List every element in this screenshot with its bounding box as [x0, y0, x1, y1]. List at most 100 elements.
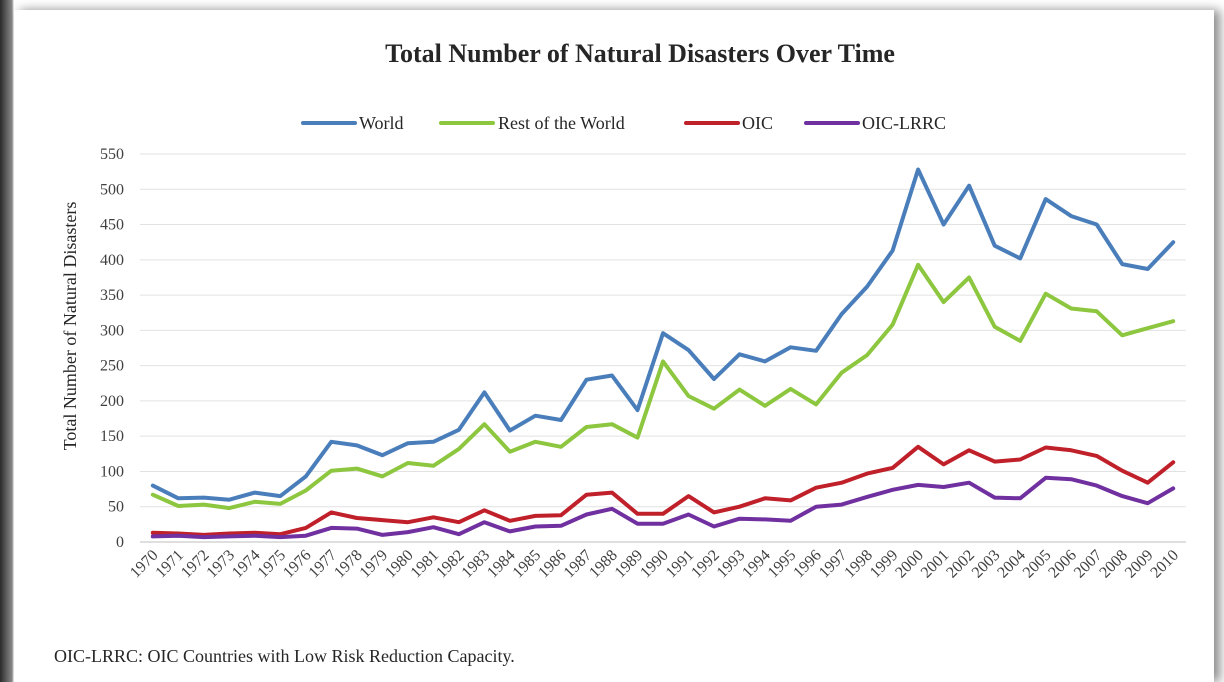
data-point-oic: [1095, 454, 1099, 458]
data-point-world: [176, 496, 180, 500]
data-point-oic: [253, 531, 257, 535]
data-point-oic-lrrc: [431, 525, 435, 529]
data-point-world: [227, 498, 231, 502]
y-tick-label: 200: [100, 393, 124, 410]
data-point-oic: [304, 526, 308, 530]
data-point-oic: [1069, 448, 1073, 452]
data-point-world: [1171, 240, 1175, 244]
data-point-rest-of-the-world: [304, 489, 308, 493]
data-point-rest-of-the-world: [891, 323, 895, 327]
data-point-oic-lrrc: [942, 485, 946, 489]
data-point-world: [380, 453, 384, 457]
y-axis-label: Total Number of Natural Disasters: [60, 202, 80, 451]
data-point-oic-lrrc: [840, 503, 844, 507]
y-axis-ticks: 0 50 100 150 200 250 300 350 400 450 500 550: [100, 146, 124, 551]
y-tick-label: 0: [116, 534, 124, 551]
data-point-world: [891, 249, 895, 253]
data-point-oic: [789, 498, 793, 502]
data-point-oic: [738, 505, 742, 509]
data-point-oic: [584, 493, 588, 497]
data-point-world: [559, 418, 563, 422]
data-point-oic: [712, 510, 716, 514]
data-point-oic: [763, 496, 767, 500]
data-point-oic: [635, 512, 639, 516]
data-point-oic: [329, 510, 333, 514]
data-point-world: [533, 414, 537, 418]
data-point-oic-lrrc: [635, 522, 639, 526]
data-point-world: [584, 378, 588, 382]
data-point-oic: [227, 532, 231, 536]
data-point-oic-lrrc: [584, 512, 588, 516]
data-point-rest-of-the-world: [712, 407, 716, 411]
data-point-oic-lrrc: [1146, 501, 1150, 505]
data-point-oic: [993, 460, 997, 464]
data-point-world: [993, 244, 997, 248]
data-point-oic-lrrc: [1171, 486, 1175, 490]
data-point-oic: [1044, 445, 1048, 449]
y-tick-label: 500: [100, 181, 124, 198]
data-point-rest-of-the-world: [610, 422, 614, 426]
data-point-oic-lrrc: [1069, 477, 1073, 481]
y-tick-label: 350: [100, 287, 124, 304]
data-point-oic-lrrc: [993, 496, 997, 500]
data-point-oic-lrrc: [176, 534, 180, 538]
data-point-rest-of-the-world: [1095, 309, 1099, 313]
data-point-rest-of-the-world: [1146, 326, 1150, 330]
data-point-oic: [942, 462, 946, 466]
legend: World Rest of the World OIC OIC-LRRC: [301, 113, 946, 133]
data-point-world: [151, 484, 155, 488]
legend-label-oic: OIC: [742, 113, 773, 133]
data-point-rest-of-the-world: [151, 493, 155, 497]
data-point-oic: [1171, 460, 1175, 464]
data-point-world: [431, 440, 435, 444]
data-point-oic: [355, 516, 359, 520]
chart-title: Total Number of Natural Disasters Over T…: [385, 39, 895, 68]
data-point-rest-of-the-world: [661, 359, 665, 363]
data-point-world: [329, 440, 333, 444]
data-point-rest-of-the-world: [1069, 306, 1073, 310]
data-point-oic: [661, 512, 665, 516]
data-point-world: [304, 474, 308, 478]
data-point-oic-lrrc: [253, 534, 257, 538]
data-point-world: [1044, 197, 1048, 201]
x-axis-ticks: 1970197119721973197419751976197719781979…: [127, 547, 1182, 582]
data-point-rest-of-the-world: [355, 467, 359, 471]
data-point-world: [1120, 262, 1124, 266]
data-point-oic-lrrc: [355, 527, 359, 531]
data-point-oic: [891, 466, 895, 470]
data-point-world: [789, 345, 793, 349]
data-point-oic: [380, 518, 384, 522]
data-point-rest-of-the-world: [559, 445, 563, 449]
data-point-oic-lrrc: [814, 505, 818, 509]
data-point-rest-of-the-world: [380, 474, 384, 478]
data-point-world: [967, 184, 971, 188]
data-point-world: [457, 428, 461, 432]
data-point-rest-of-the-world: [967, 275, 971, 279]
data-point-oic-lrrc: [865, 495, 869, 499]
data-point-world: [1146, 267, 1150, 271]
y-tick-label: 50: [108, 499, 124, 516]
chart-panel: Total Number of Natural Disasters Over T…: [14, 10, 1214, 682]
data-point-oic-lrrc: [967, 481, 971, 485]
series-lines: [150, 167, 1176, 540]
data-point-world: [661, 331, 665, 335]
data-point-oic-lrrc: [738, 517, 742, 521]
data-point-oic-lrrc: [610, 507, 614, 511]
data-point-oic-lrrc: [151, 534, 155, 538]
data-point-world: [610, 374, 614, 378]
data-point-oic: [610, 491, 614, 495]
data-point-oic-lrrc: [227, 534, 231, 538]
data-point-oic: [482, 508, 486, 512]
data-point-rest-of-the-world: [482, 422, 486, 426]
data-point-rest-of-the-world: [584, 425, 588, 429]
data-point-world: [916, 168, 920, 172]
legend-label-oic-lrrc: OIC-LRRC: [862, 113, 946, 133]
data-point-rest-of-the-world: [329, 469, 333, 473]
data-point-oic: [840, 481, 844, 485]
data-point-world: [635, 408, 639, 412]
y-tick-label: 400: [100, 252, 124, 269]
data-point-oic-lrrc: [1095, 484, 1099, 488]
data-point-oic-lrrc: [380, 533, 384, 537]
data-point-oic: [508, 519, 512, 523]
data-point-oic-lrrc: [508, 529, 512, 533]
